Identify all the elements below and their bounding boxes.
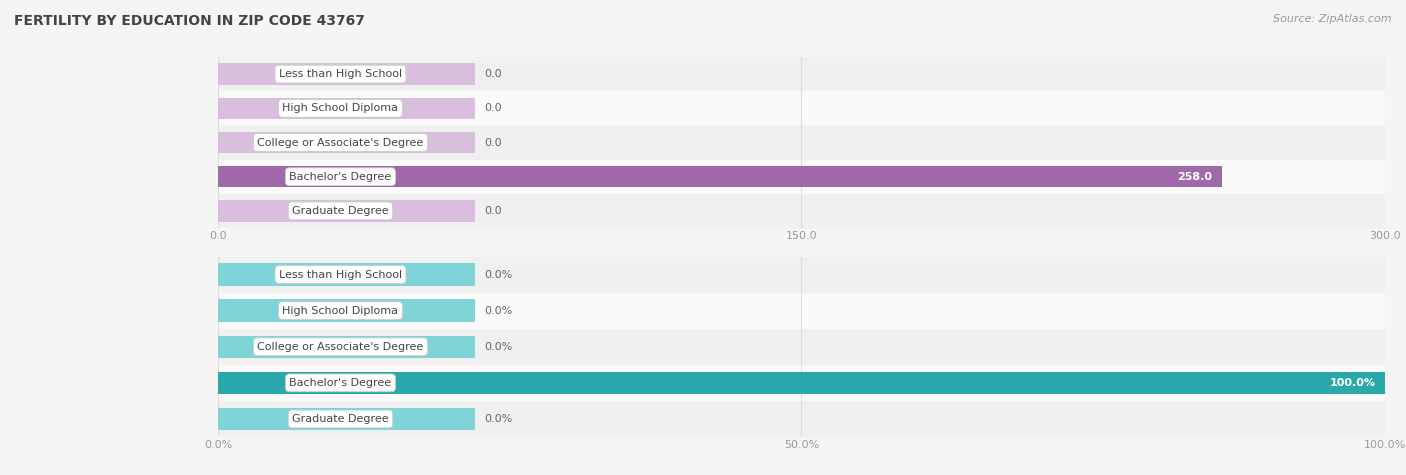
- Text: High School Diploma: High School Diploma: [283, 103, 398, 114]
- Bar: [218, 335, 475, 358]
- Text: 100.0%: 100.0%: [1330, 378, 1375, 388]
- Text: 258.0: 258.0: [1177, 171, 1212, 182]
- Bar: [218, 329, 1385, 365]
- Bar: [218, 401, 1385, 437]
- Text: Less than High School: Less than High School: [278, 69, 402, 79]
- Bar: [218, 57, 1385, 91]
- Bar: [218, 299, 475, 322]
- Text: Graduate Degree: Graduate Degree: [292, 206, 389, 216]
- Text: 0.0%: 0.0%: [484, 269, 512, 280]
- Bar: [218, 200, 475, 221]
- Bar: [218, 64, 475, 85]
- Bar: [218, 371, 1385, 394]
- Bar: [218, 132, 475, 153]
- Text: Less than High School: Less than High School: [278, 269, 402, 280]
- Text: High School Diploma: High School Diploma: [283, 305, 398, 316]
- Bar: [218, 408, 475, 430]
- Text: 0.0%: 0.0%: [484, 305, 512, 316]
- Text: 0.0: 0.0: [484, 206, 502, 216]
- Text: FERTILITY BY EDUCATION IN ZIP CODE 43767: FERTILITY BY EDUCATION IN ZIP CODE 43767: [14, 14, 366, 28]
- Text: 0.0: 0.0: [484, 137, 502, 148]
- Text: Bachelor's Degree: Bachelor's Degree: [290, 171, 391, 182]
- Bar: [218, 263, 475, 286]
- Text: Graduate Degree: Graduate Degree: [292, 414, 389, 424]
- Bar: [218, 160, 1385, 194]
- Text: 0.0: 0.0: [484, 103, 502, 114]
- Text: College or Associate's Degree: College or Associate's Degree: [257, 137, 423, 148]
- Bar: [218, 91, 1385, 125]
- Bar: [218, 194, 1385, 228]
- Text: 0.0: 0.0: [484, 69, 502, 79]
- Bar: [218, 365, 1385, 401]
- Text: Bachelor's Degree: Bachelor's Degree: [290, 378, 391, 388]
- Bar: [218, 98, 475, 119]
- Text: Source: ZipAtlas.com: Source: ZipAtlas.com: [1274, 14, 1392, 24]
- Bar: [218, 256, 1385, 293]
- Text: 0.0%: 0.0%: [484, 342, 512, 352]
- Text: College or Associate's Degree: College or Associate's Degree: [257, 342, 423, 352]
- Bar: [218, 293, 1385, 329]
- Bar: [218, 125, 1385, 160]
- Text: 0.0%: 0.0%: [484, 414, 512, 424]
- Bar: [218, 166, 1222, 187]
